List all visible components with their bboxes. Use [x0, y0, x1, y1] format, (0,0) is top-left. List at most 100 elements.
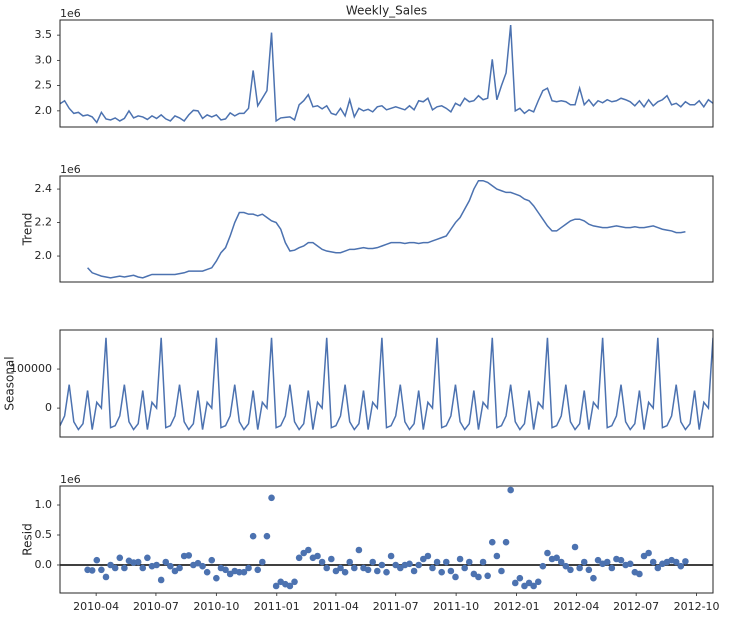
data-point — [447, 567, 455, 575]
data-point — [341, 568, 349, 576]
data-point — [433, 558, 441, 566]
data-line — [87, 179, 686, 279]
data-point — [116, 554, 124, 562]
y-tick-label: 2.0 — [35, 104, 53, 117]
data-point — [498, 567, 505, 575]
x-tick-label: 2010-04 — [73, 600, 119, 613]
x-tick-label: 2012-10 — [674, 600, 720, 613]
data-point — [176, 564, 183, 572]
data-point — [369, 558, 377, 566]
data-point — [213, 574, 220, 582]
x-tick-label: 2011-10 — [433, 600, 479, 613]
data-point — [222, 566, 229, 574]
data-point — [153, 561, 160, 569]
y-tick-label: 0 — [45, 401, 52, 414]
data-point — [626, 560, 634, 568]
x-tick-label: 2011-04 — [313, 600, 359, 613]
y-axis-label: Resid — [21, 523, 35, 555]
data-point — [295, 554, 303, 562]
data-point — [452, 573, 459, 581]
data-point — [507, 486, 514, 494]
data-point — [636, 570, 643, 578]
data-point — [677, 562, 685, 570]
data-point — [139, 564, 147, 572]
data-point — [594, 556, 602, 564]
y-tick-label: 0.5 — [35, 528, 53, 541]
data-point — [162, 558, 170, 566]
data-point — [475, 573, 482, 581]
data-line — [60, 24, 713, 124]
data-line — [60, 337, 713, 431]
data-point — [254, 566, 262, 574]
data-point — [456, 555, 464, 563]
data-point — [682, 558, 689, 565]
data-point — [654, 564, 662, 572]
data-point — [383, 568, 390, 576]
data-point — [502, 538, 510, 546]
x-tick-label: 2010-07 — [133, 600, 179, 613]
data-point — [576, 564, 583, 572]
x-tick-label: 2011-07 — [373, 600, 419, 613]
data-point — [93, 556, 101, 564]
data-point — [406, 560, 413, 568]
data-point — [649, 558, 657, 566]
data-point — [286, 582, 294, 590]
data-point — [645, 549, 652, 557]
x-tick-label: 2010-10 — [193, 600, 239, 613]
data-point — [291, 578, 298, 586]
data-point — [488, 538, 496, 546]
data-point — [438, 568, 445, 576]
data-point — [617, 556, 625, 564]
x-tick-label: 2012-04 — [553, 600, 599, 613]
data-point — [199, 562, 206, 570]
data-point — [263, 532, 271, 540]
data-point — [337, 564, 344, 572]
y-tick-label: 3.5 — [35, 28, 53, 41]
data-point — [415, 561, 422, 569]
y-tick-label: 1.0 — [35, 498, 53, 511]
data-point — [378, 561, 386, 569]
data-point — [144, 554, 151, 562]
data-point — [328, 555, 335, 563]
y-tick-label: 2.4 — [35, 182, 53, 195]
plot-frame — [59, 175, 714, 283]
data-point — [461, 564, 468, 572]
data-point — [208, 556, 216, 564]
data-point — [245, 564, 252, 572]
data-point — [580, 558, 588, 566]
data-point — [318, 558, 326, 566]
axis-offset-label: 1e6 — [60, 473, 81, 486]
axis-offset-label: 1e6 — [60, 7, 81, 20]
data-point — [539, 562, 547, 570]
y-axis-label: Trend — [21, 213, 35, 247]
data-point — [351, 564, 358, 572]
data-point — [534, 578, 542, 586]
axis-offset-label: 1e6 — [60, 163, 81, 176]
data-point — [272, 582, 280, 590]
y-tick-label: 100000 — [10, 362, 52, 375]
data-point — [516, 574, 524, 582]
data-point — [98, 566, 105, 574]
data-point — [121, 564, 128, 572]
data-point — [608, 564, 616, 572]
data-point — [167, 562, 174, 570]
data-point — [236, 568, 243, 576]
data-point — [442, 558, 450, 566]
data-point — [268, 494, 275, 502]
data-point — [544, 549, 551, 557]
data-point — [603, 558, 611, 566]
data-point — [567, 566, 574, 574]
data-point — [562, 562, 570, 570]
data-point — [553, 554, 560, 562]
data-point — [185, 552, 193, 559]
data-point — [259, 558, 266, 566]
data-point — [410, 567, 418, 575]
data-point — [355, 546, 363, 554]
data-point — [484, 572, 491, 580]
data-point — [364, 566, 372, 574]
data-point — [88, 567, 96, 574]
data-point — [387, 552, 395, 560]
data-point — [346, 558, 354, 566]
